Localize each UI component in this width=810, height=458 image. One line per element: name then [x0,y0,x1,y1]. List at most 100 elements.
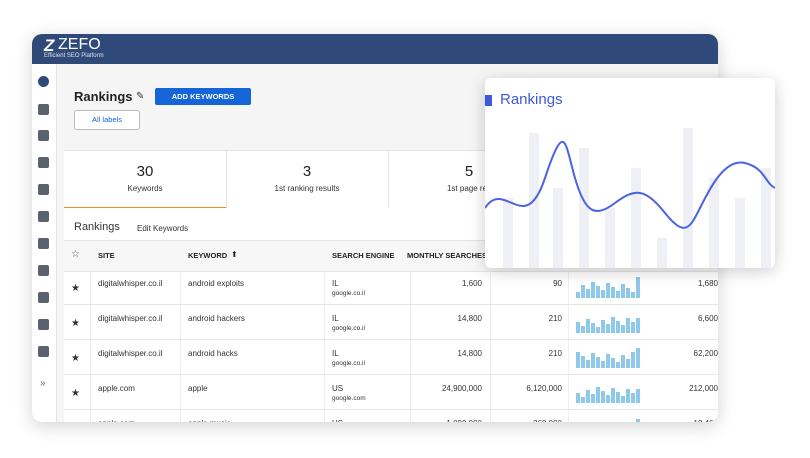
sparkline-bar [611,317,615,333]
add-keywords-button[interactable]: ADD KEYWORDS [155,88,251,105]
cell-divider [568,410,569,422]
cell-divider [180,410,181,422]
sparkline-bar [621,355,625,368]
sparkline-bar [616,362,620,368]
nav-icon[interactable] [38,130,49,141]
nav-icon[interactable] [38,76,49,87]
nav-icon[interactable] [38,211,49,222]
star-icon[interactable]: ★ [71,353,80,364]
sparkline-bar [581,326,585,333]
labels-filter[interactable]: All labels [74,110,140,130]
divider [226,151,227,209]
nav-icon[interactable] [38,265,49,276]
stat-label[interactable]: 1st ranking results [274,184,340,193]
cell-divider [180,375,181,409]
sparkline-bar [596,387,600,403]
sparkline-bar [621,325,625,333]
column-header[interactable]: MONTHLY SEARCHES [407,251,488,260]
sparkline-bar [591,282,595,298]
sparkline-bar [601,320,605,333]
star-icon[interactable]: ☆ [71,249,80,260]
results: 368,000 [490,419,562,422]
site: apple.com [98,384,135,393]
sparkline-bar [596,327,600,333]
site: apple.com [98,419,135,422]
divider [388,151,389,209]
results: 6,120,000 [526,384,562,393]
column-header[interactable]: KEYWORD [188,251,228,260]
card-title: Rankings [500,91,563,108]
cell-divider [568,270,569,304]
monthly-searches: 1,600 [461,279,482,288]
last-value: 212,000 [689,384,718,393]
sparkline-bar [636,419,640,422]
cell-divider [324,340,325,374]
sparkline-bar [601,391,605,403]
engine: google.com [332,395,366,402]
nav-icon[interactable] [38,104,49,115]
country: IL [332,279,339,288]
stat-value: 3 [302,163,312,180]
sparkline-bar [586,390,590,403]
engine: google.co.il [332,325,365,332]
nav-icon[interactable] [38,157,49,168]
cell-divider [490,410,491,422]
nav-icon[interactable] [38,292,49,303]
sort-icon[interactable]: ⬆ [231,250,238,259]
stat-label[interactable]: Keywords [127,184,163,193]
expand-icon[interactable]: » [40,378,46,389]
column-header[interactable]: SEARCH ENGINE [332,251,395,260]
cell-divider [90,340,91,374]
star-icon[interactable]: ★ [71,388,80,399]
cell-divider [324,375,325,409]
nav-icon[interactable] [38,346,49,357]
country: US [332,419,343,422]
column-header[interactable]: SITE [98,251,115,260]
sparkline-bar [636,318,640,333]
nav-icon[interactable] [38,319,49,330]
star-icon[interactable]: ★ [71,318,80,329]
sparkline-bar [631,292,635,298]
cell-divider [568,375,569,409]
sparkline-bar [611,287,615,298]
settings-icon[interactable]: ✎ [136,91,145,102]
sparkline-bar [636,348,640,368]
monthly-searches: 14,800 [457,314,482,323]
monthly-searches: 24,900,000 [441,384,482,393]
sparkline-bar [626,288,630,298]
sparkline-bar [606,354,610,368]
sparkline-bar [631,393,635,403]
sparkline-bar [606,283,610,298]
keyword: android hackers [188,314,245,323]
site: digitalwhisper.co.il [98,314,163,323]
cell-divider [490,375,491,409]
row-border [64,409,718,410]
cell-divider [490,305,491,339]
nav-icon[interactable] [38,238,49,249]
nav-icon[interactable] [38,184,49,195]
sparkline-bar [621,396,625,403]
row-border [64,339,718,340]
edit-keywords[interactable]: Edit Keywords [137,224,189,233]
cell-divider [324,270,325,304]
cell-divider [90,305,91,339]
cell-divider [410,410,411,422]
stat-label[interactable]: 1st page res [446,184,492,193]
sparkline-bar [576,292,580,298]
sidebar: » [32,64,57,422]
star-icon[interactable]: ★ [71,283,80,294]
sparkline-bar [581,397,585,403]
sparkline-bar [581,285,585,298]
sparkline-bar [596,286,600,298]
country: IL [332,349,339,358]
sparkline-bar [596,357,600,368]
logo-mark: Z [44,36,55,55]
results: 210 [548,349,562,358]
monthly-searches: 14,800 [457,349,482,358]
engine: google.co.il [332,290,365,297]
stat-value: 5 [464,163,474,180]
rankings-card: Rankings [485,78,775,268]
cell-divider [180,305,181,339]
sparkline-bar [586,289,590,298]
